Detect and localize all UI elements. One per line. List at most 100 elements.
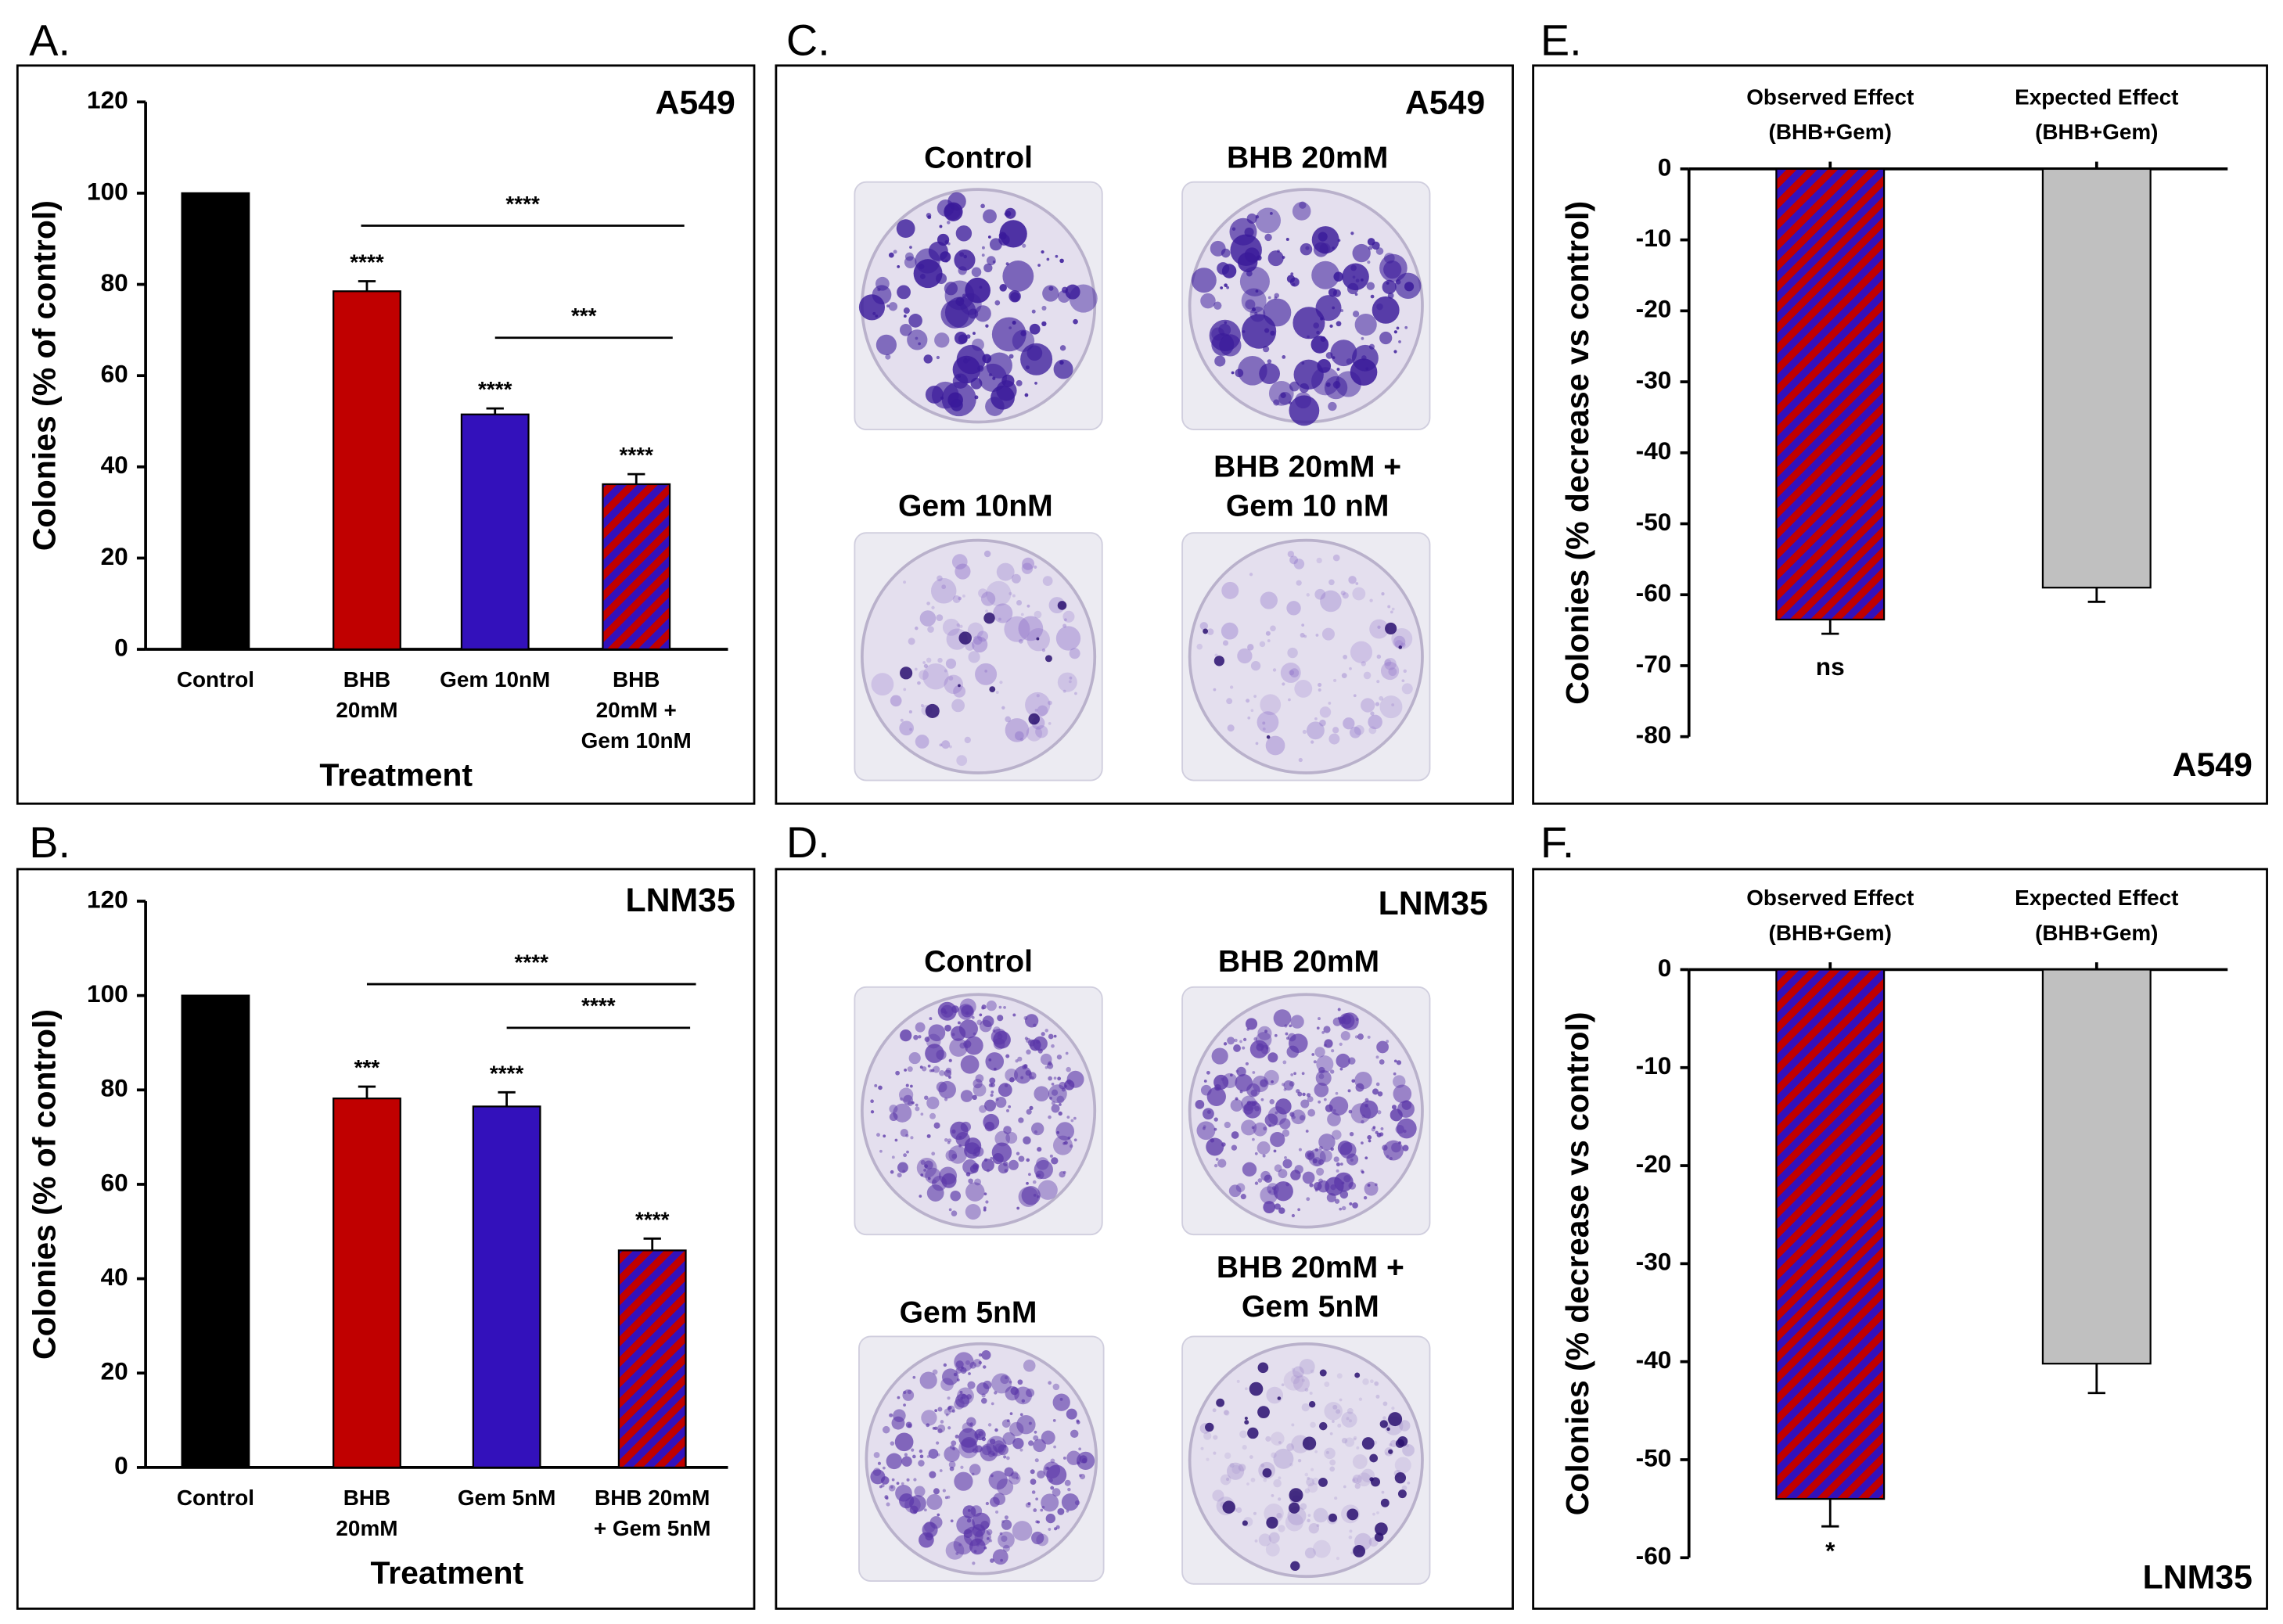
colony <box>1282 355 1286 359</box>
colony <box>985 1501 990 1506</box>
colony <box>988 1083 993 1087</box>
colony <box>942 1489 947 1493</box>
colony <box>1302 729 1307 735</box>
bar <box>333 290 401 651</box>
colony <box>1381 592 1385 596</box>
colony <box>1354 1372 1361 1378</box>
colony <box>1018 1155 1025 1162</box>
colony <box>1052 1393 1070 1411</box>
significance-label: ns <box>1816 652 1845 681</box>
colony <box>972 636 988 653</box>
colony <box>1206 1137 1224 1156</box>
x-tick-label-line: Expected Effect <box>2015 886 2178 910</box>
colony <box>1041 321 1047 327</box>
colony <box>974 305 991 322</box>
colony <box>1275 1098 1292 1115</box>
colony <box>1278 1497 1282 1501</box>
colony <box>1223 1042 1228 1046</box>
colony <box>1404 325 1408 329</box>
colony <box>1229 685 1234 689</box>
colony <box>989 1539 993 1543</box>
colony <box>1361 1437 1375 1450</box>
colony <box>1257 1026 1272 1040</box>
bracket-label: **** <box>581 993 616 1018</box>
colony <box>1271 1494 1275 1497</box>
colony <box>1003 1455 1007 1459</box>
colony <box>919 1065 923 1069</box>
colony <box>960 1090 973 1102</box>
colony <box>1282 1129 1290 1137</box>
colony <box>1016 1206 1020 1210</box>
colony <box>955 225 973 242</box>
colony <box>1374 1183 1378 1187</box>
colony <box>1044 1029 1048 1033</box>
colony <box>958 1004 974 1020</box>
colony <box>1285 237 1289 241</box>
chart-title: LNM35 <box>625 882 735 919</box>
colony <box>1324 1402 1343 1421</box>
colony <box>1008 1380 1012 1384</box>
colony <box>909 1084 913 1088</box>
colony <box>914 1511 917 1514</box>
colony <box>921 1410 937 1426</box>
y-tick-label: -40 <box>1636 437 1672 465</box>
colony <box>947 1141 951 1144</box>
colony <box>1206 1457 1210 1461</box>
colony <box>1245 299 1256 310</box>
colony <box>1387 605 1391 609</box>
colony <box>1263 298 1292 327</box>
colony <box>954 332 968 345</box>
colony <box>997 1015 1004 1022</box>
colony <box>1005 1132 1018 1144</box>
colony <box>1227 724 1235 732</box>
colony <box>1267 639 1271 642</box>
significance-label: **** <box>490 1061 524 1085</box>
significance-label: **** <box>478 377 512 401</box>
colony <box>981 1159 994 1172</box>
colony <box>1376 1040 1389 1054</box>
colony <box>983 263 993 273</box>
colony <box>1040 1053 1052 1065</box>
colony <box>890 1486 893 1489</box>
colony <box>950 1519 954 1523</box>
colony <box>1021 1186 1041 1205</box>
colony <box>1258 1533 1272 1547</box>
colony <box>1357 1033 1364 1040</box>
colony <box>1062 1456 1066 1460</box>
colony <box>1034 381 1037 385</box>
colony <box>1067 1487 1071 1492</box>
colony <box>1200 293 1216 309</box>
colony <box>908 314 922 328</box>
colony <box>1035 1520 1039 1524</box>
plate-label-line: BHB 20mM + <box>1213 451 1401 484</box>
colony <box>1363 671 1372 680</box>
colony <box>915 626 919 631</box>
y-tick-label: 0 <box>1658 153 1672 181</box>
colony <box>959 624 963 628</box>
colony <box>1027 1502 1031 1506</box>
colony <box>1315 1070 1332 1087</box>
colony <box>1381 1490 1385 1494</box>
colony <box>900 1029 912 1042</box>
colony <box>1220 286 1224 289</box>
colony <box>1035 1497 1039 1501</box>
y-tick-label: 60 <box>101 360 128 388</box>
colony <box>969 1422 973 1426</box>
colony <box>1036 1533 1049 1547</box>
colony <box>1364 1104 1368 1108</box>
colony <box>1048 1528 1052 1531</box>
bar <box>617 1249 687 1469</box>
colony <box>1302 1092 1306 1097</box>
colony <box>1004 1467 1014 1477</box>
colony <box>1069 284 1098 313</box>
colony <box>1352 1202 1358 1209</box>
colony <box>947 221 951 225</box>
colony <box>1220 1474 1231 1486</box>
colony <box>1062 1141 1066 1145</box>
colony <box>1343 717 1355 730</box>
colony <box>1283 1080 1294 1090</box>
colony <box>1221 622 1239 640</box>
colony <box>1210 1138 1215 1143</box>
colony <box>875 334 897 355</box>
colony <box>1298 757 1303 763</box>
